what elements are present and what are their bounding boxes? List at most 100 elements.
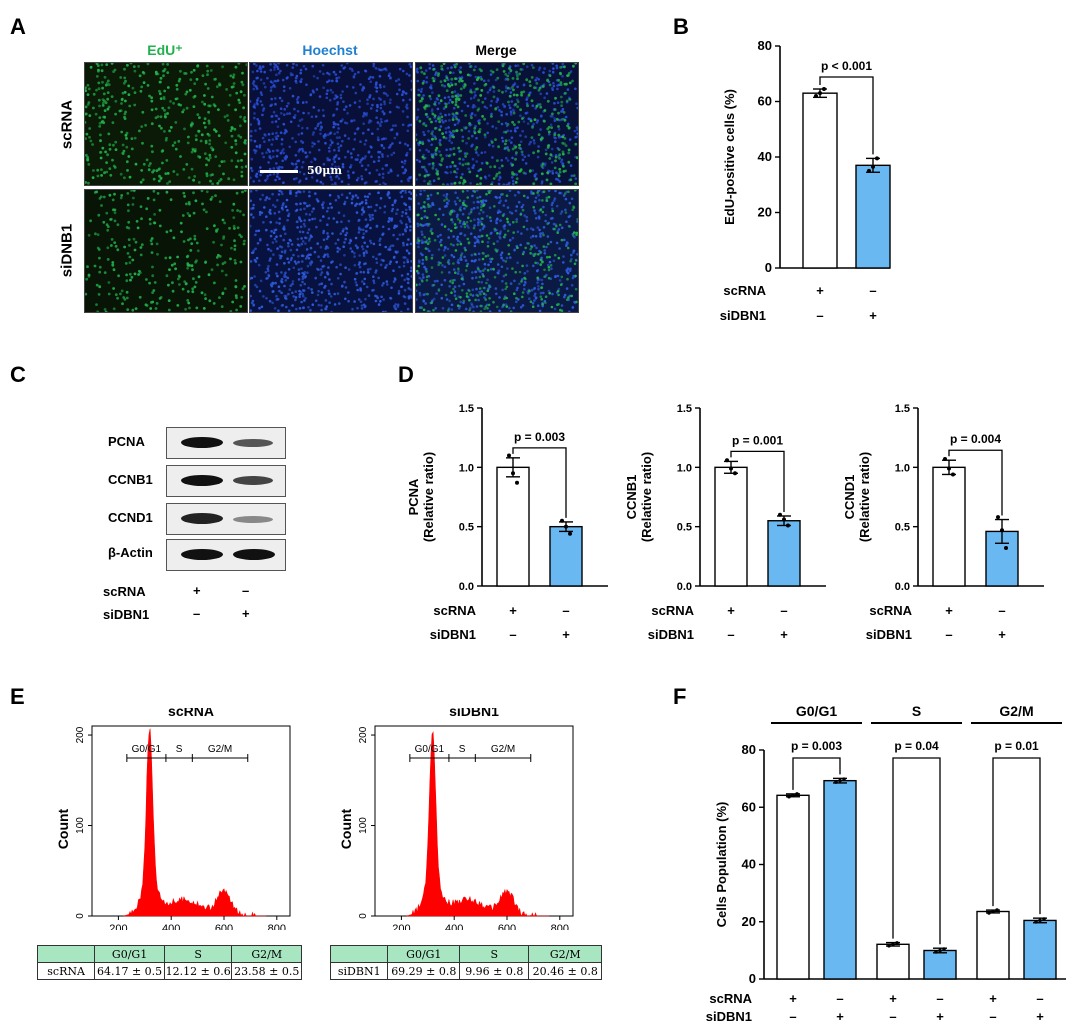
nucleus-dot <box>575 300 578 304</box>
nucleus-dot <box>274 135 278 139</box>
nucleus-dot <box>359 300 363 304</box>
nucleus-dot <box>284 275 288 279</box>
nucleus-dot <box>232 85 235 88</box>
nucleus-dot <box>549 240 553 244</box>
nucleus-dot <box>518 170 521 173</box>
nucleus-dot <box>196 113 200 116</box>
nucleus-dot <box>268 259 271 262</box>
nucleus-dot <box>528 84 532 87</box>
nucleus-dot <box>427 104 431 108</box>
nucleus-dot <box>543 252 547 255</box>
nucleus-dot <box>555 171 558 174</box>
nucleus-dot <box>405 249 409 253</box>
nucleus-dot <box>152 169 156 172</box>
nucleus-dot <box>449 98 452 102</box>
nucleus-dot <box>110 238 114 241</box>
nucleus-dot <box>497 120 501 123</box>
nucleus-dot <box>475 287 478 291</box>
nucleus-dot <box>398 141 402 144</box>
nucleus-dot <box>337 196 341 199</box>
nucleus-dot <box>206 69 210 73</box>
nucleus-dot <box>455 117 459 121</box>
nucleus-dot <box>449 212 452 216</box>
nucleus-dot <box>252 249 256 252</box>
nucleus-dot <box>406 258 409 261</box>
table-header-cell <box>329 945 389 963</box>
nucleus-dot <box>431 91 434 94</box>
nucleus-dot <box>540 172 544 176</box>
nucleus-dot <box>327 266 330 269</box>
data-point <box>875 156 879 161</box>
nucleus-dot <box>520 232 523 235</box>
nucleus-dot <box>241 71 244 75</box>
nucleus-dot <box>501 139 505 143</box>
nucleus-dot <box>453 123 457 127</box>
nucleus-dot <box>425 170 428 173</box>
nucleus-dot <box>161 106 165 110</box>
nucleus-dot <box>232 216 236 219</box>
nucleus-dot <box>319 273 323 276</box>
nucleus-dot <box>278 254 281 257</box>
nucleus-dot <box>474 276 478 279</box>
nucleus-dot <box>218 200 222 203</box>
nucleus-dot <box>565 243 568 246</box>
nucleus-dot <box>460 258 463 261</box>
nucleus-dot <box>287 214 290 218</box>
nucleus-dot <box>486 289 490 292</box>
nucleus-dot <box>187 135 190 139</box>
nucleus-dot <box>347 219 351 223</box>
nucleus-dot <box>198 116 201 119</box>
nucleus-dot <box>538 86 542 90</box>
nucleus-dot <box>255 190 258 192</box>
nucleus-dot <box>519 68 523 71</box>
nucleus-dot <box>498 236 502 240</box>
nucleus-dot <box>195 241 199 245</box>
nucleus-dot <box>513 123 516 126</box>
nucleus-dot <box>288 112 291 115</box>
nucleus-dot <box>222 172 225 176</box>
nucleus-dot <box>321 203 324 206</box>
nucleus-dot <box>126 169 129 172</box>
treatment-sign: – <box>936 991 943 1006</box>
nucleus-dot <box>497 145 500 149</box>
nucleus-dot <box>408 218 411 221</box>
nucleus-dot <box>423 209 427 213</box>
nucleus-dot <box>206 87 210 90</box>
nucleus-dot <box>145 158 149 162</box>
nucleus-dot <box>428 249 431 253</box>
nucleus-dot <box>516 74 519 78</box>
nucleus-dot <box>218 83 222 87</box>
nucleus-dot <box>259 279 263 283</box>
nucleus-dot <box>496 98 500 101</box>
nucleus-dot <box>468 308 471 312</box>
nucleus-dot <box>369 267 372 271</box>
nucleus-dot <box>251 299 255 303</box>
nucleus-dot <box>461 212 465 216</box>
nucleus-dot <box>291 280 295 283</box>
nucleus-dot <box>398 67 402 71</box>
nucleus-dot <box>349 247 352 250</box>
nucleus-dot <box>463 225 467 229</box>
nucleus-dot <box>400 195 404 198</box>
nucleus-dot <box>474 148 478 151</box>
nucleus-dot <box>107 281 111 284</box>
nucleus-dot <box>475 174 479 178</box>
nucleus-dot <box>498 232 502 235</box>
y-tick-label: 60 <box>758 94 772 109</box>
nucleus-dot <box>504 199 508 202</box>
nucleus-dot <box>464 155 467 158</box>
nucleus-dot <box>271 149 275 153</box>
nucleus-dot <box>457 269 460 273</box>
nucleus-dot <box>376 105 379 109</box>
nucleus-dot <box>372 275 375 278</box>
nucleus-dot <box>410 79 412 83</box>
nucleus-dot <box>492 90 496 93</box>
nucleus-dot <box>300 118 304 121</box>
treatment-sign: – <box>789 1009 796 1022</box>
nucleus-dot <box>553 117 556 120</box>
nucleus-dot <box>100 63 104 67</box>
nucleus-dot <box>520 94 524 97</box>
nucleus-dot <box>446 261 450 264</box>
nucleus-dot <box>464 269 468 272</box>
nucleus-dot <box>285 155 288 159</box>
